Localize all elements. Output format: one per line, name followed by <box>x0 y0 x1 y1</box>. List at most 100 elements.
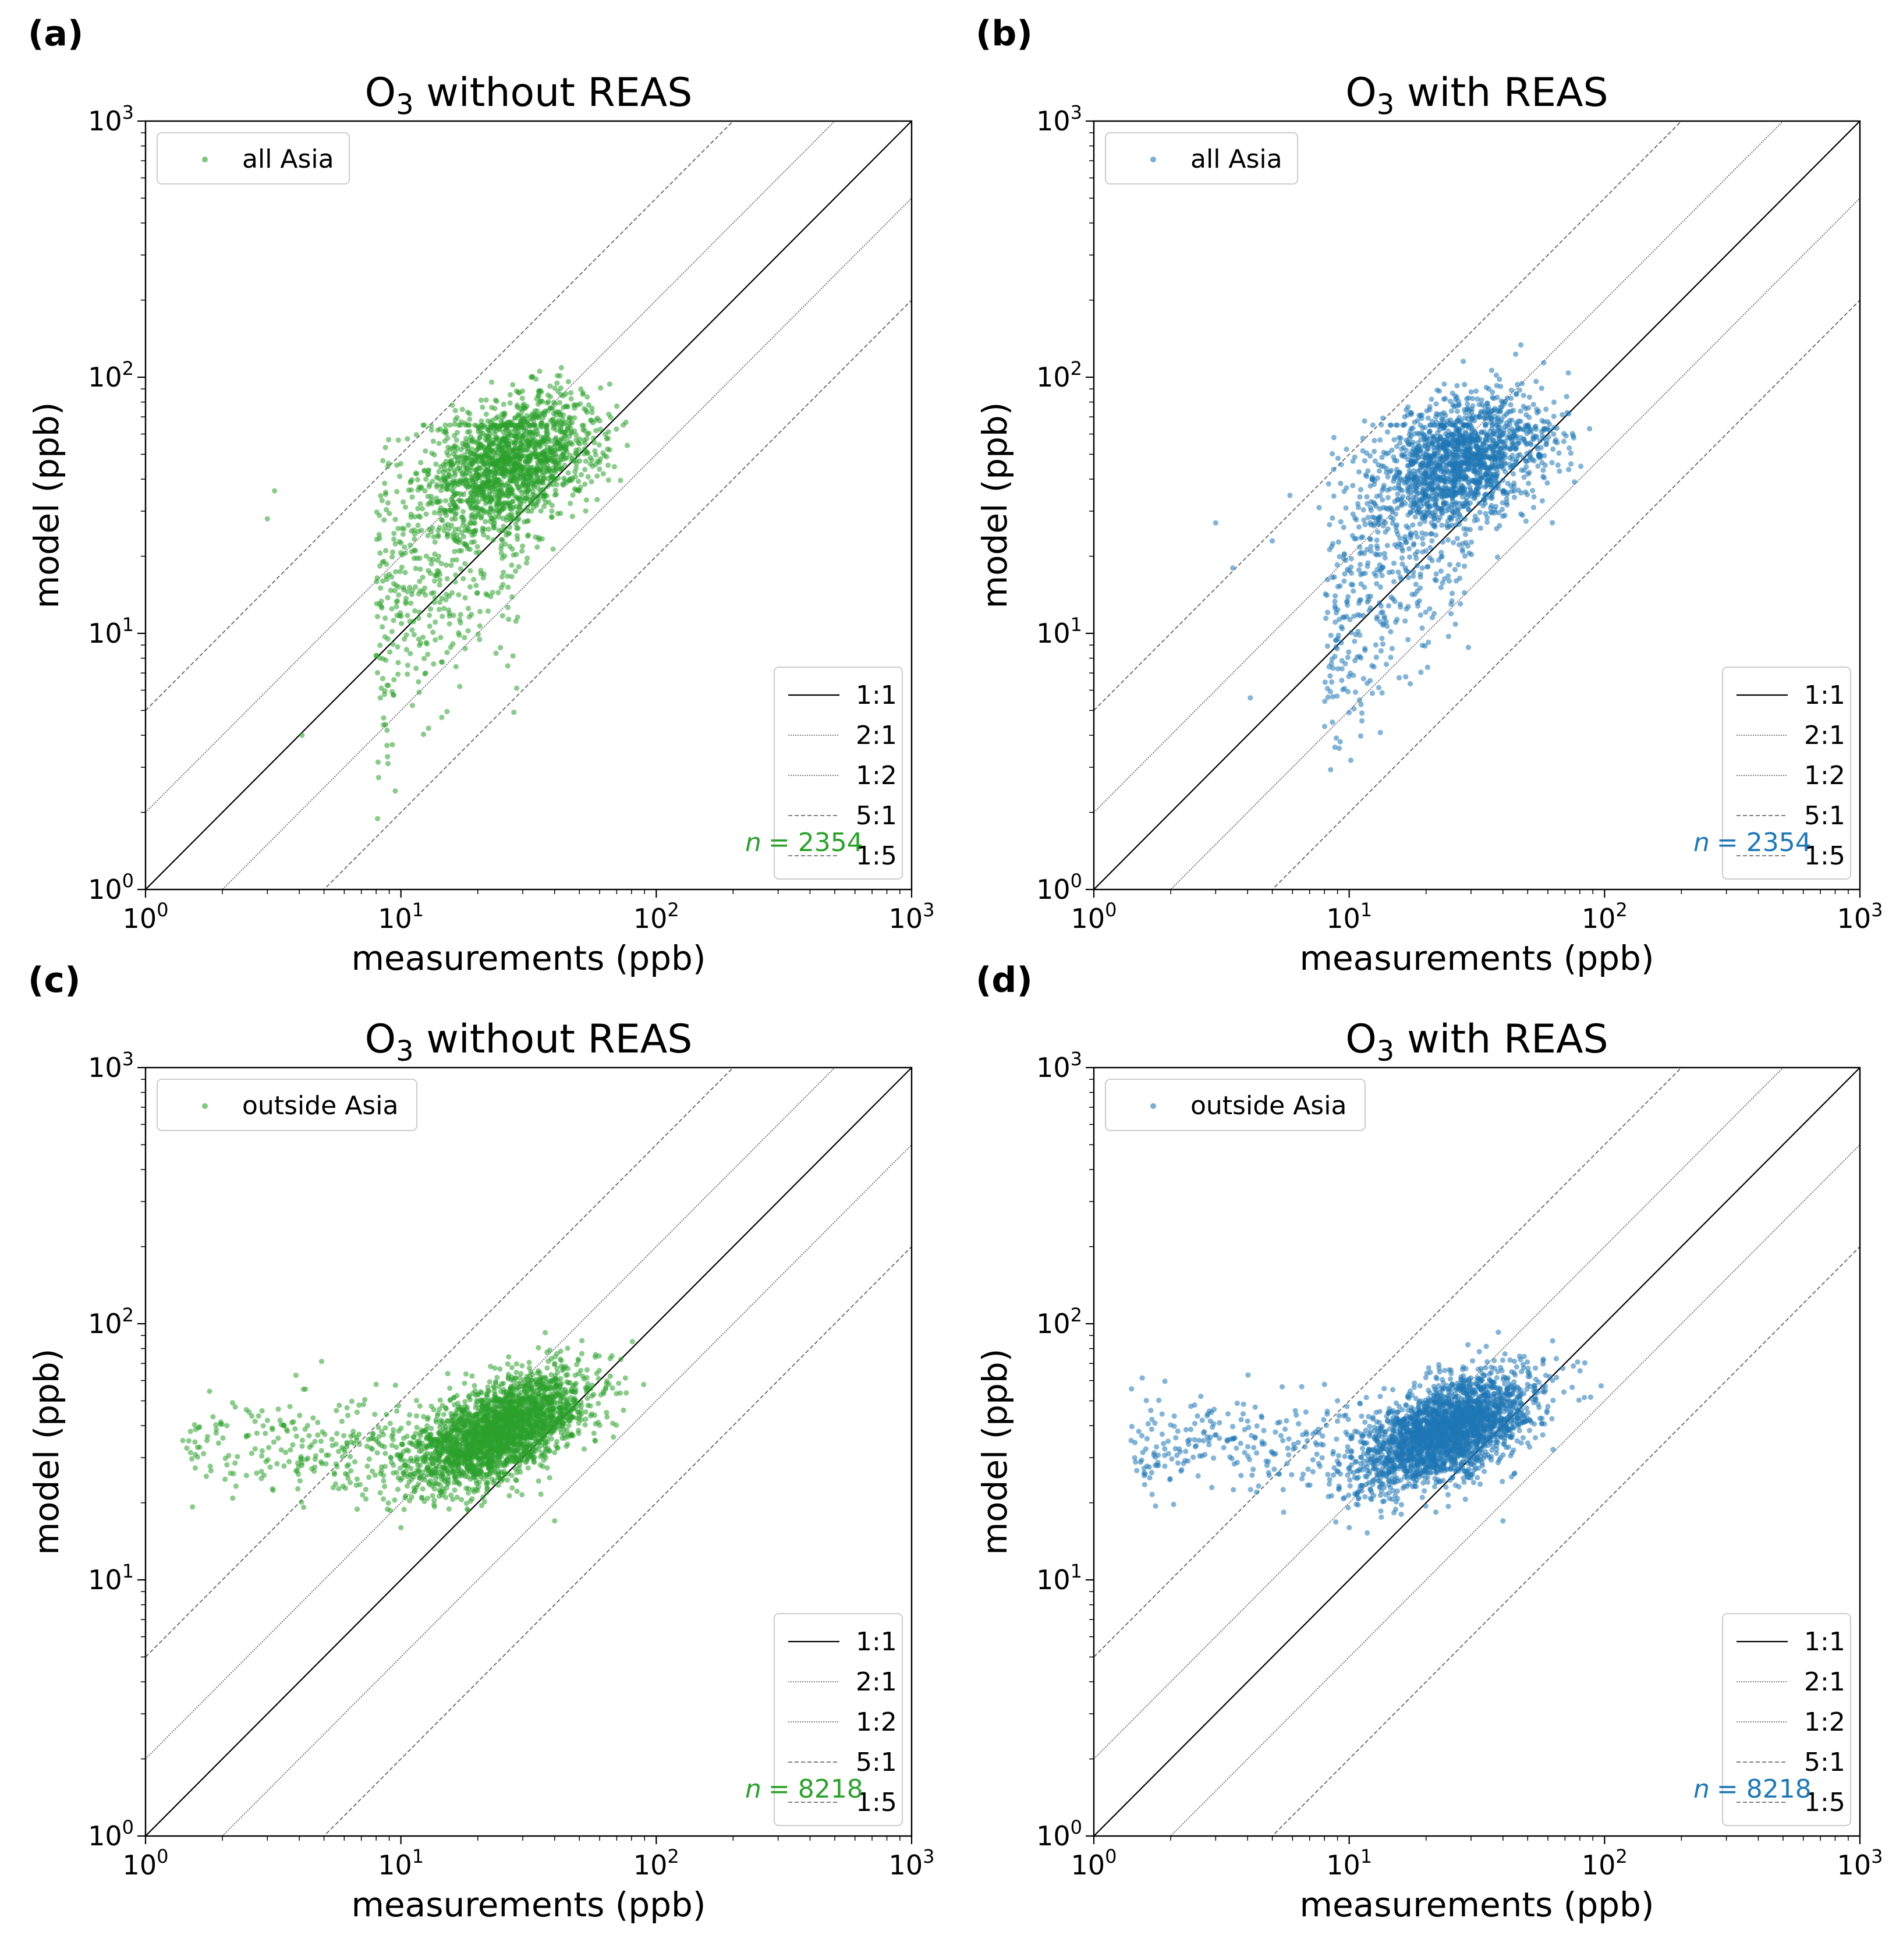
data-point <box>1477 509 1483 515</box>
data-point <box>394 599 399 605</box>
data-point <box>1395 491 1401 497</box>
data-point <box>469 476 475 482</box>
data-point <box>1422 519 1427 524</box>
data-point <box>1365 468 1371 474</box>
data-point <box>414 471 420 477</box>
data-point <box>572 402 578 408</box>
data-point <box>1422 424 1428 430</box>
data-point <box>519 508 526 513</box>
data-point <box>517 487 523 493</box>
data-point <box>1545 419 1551 424</box>
data-point <box>1487 481 1493 487</box>
data-point <box>1433 501 1438 508</box>
y-tick-label: 101 <box>88 614 134 649</box>
data-point <box>377 512 382 519</box>
data-point <box>477 623 483 629</box>
data-point <box>1452 505 1458 511</box>
data-point <box>1413 530 1419 536</box>
data-point <box>1372 448 1377 455</box>
data-point <box>1377 584 1383 590</box>
data-point <box>1399 548 1405 554</box>
data-point <box>1551 399 1557 405</box>
data-point <box>1441 396 1447 402</box>
data-point <box>578 386 584 392</box>
data-point <box>1428 513 1434 519</box>
data-point <box>520 422 526 428</box>
data-point <box>401 499 406 505</box>
data-point <box>1345 689 1351 694</box>
data-point <box>1374 494 1380 499</box>
data-point <box>1452 621 1458 627</box>
data-point <box>1449 455 1455 461</box>
data-point <box>507 400 513 406</box>
data-point <box>467 547 473 552</box>
data-point <box>508 517 514 523</box>
data-point <box>1405 512 1411 518</box>
data-point <box>479 459 485 465</box>
data-point <box>520 543 526 549</box>
data-point <box>1498 398 1504 404</box>
data-point <box>1431 422 1437 428</box>
data-point <box>1441 381 1447 387</box>
data-point <box>272 488 278 494</box>
data-point <box>1399 446 1405 452</box>
legend-ref-label: 5:1 <box>856 801 897 831</box>
data-point <box>505 449 511 455</box>
data-point <box>474 590 480 596</box>
data-point <box>423 476 429 482</box>
data-point <box>445 483 451 488</box>
data-point <box>378 685 384 691</box>
data-point <box>483 412 489 417</box>
data-point <box>1492 406 1498 412</box>
data-point <box>385 1500 391 1506</box>
data-point <box>1515 426 1521 432</box>
data-point <box>420 635 426 640</box>
data-point <box>435 554 442 559</box>
data-point <box>1381 463 1387 469</box>
data-point <box>551 423 557 429</box>
data-point <box>460 514 466 520</box>
series-legend: all Asia <box>157 132 350 185</box>
x-tick-label: 101 <box>1326 899 1372 934</box>
data-point <box>1459 494 1465 500</box>
data-point <box>1328 632 1334 639</box>
data-point <box>432 539 438 545</box>
data-point <box>1425 563 1431 569</box>
data-point <box>1457 455 1463 460</box>
data-point <box>1333 619 1338 625</box>
data-point <box>1338 640 1344 646</box>
data-point <box>391 618 396 623</box>
data-point <box>1420 541 1426 547</box>
data-point <box>544 423 550 428</box>
data-point <box>495 444 501 449</box>
data-point <box>395 660 401 665</box>
data-point <box>1476 402 1482 407</box>
data-point <box>1540 467 1546 473</box>
data-point <box>486 458 492 465</box>
data-point <box>545 392 551 398</box>
data-point <box>499 436 505 442</box>
reference-lines <box>1094 121 1860 889</box>
plot-frame <box>144 120 913 891</box>
data-point <box>514 526 520 531</box>
data-point <box>1461 526 1467 531</box>
data-point <box>1415 603 1421 609</box>
data-point <box>516 390 522 396</box>
data-point <box>499 613 505 619</box>
data-point <box>470 529 476 535</box>
data-point <box>550 546 556 552</box>
data-point <box>480 486 486 492</box>
data-point <box>398 460 404 467</box>
data-point <box>1397 476 1403 481</box>
data-point <box>1352 536 1358 542</box>
data-point <box>392 788 398 794</box>
data-point <box>377 563 383 569</box>
data-point <box>1510 471 1516 477</box>
data-point <box>1465 502 1471 508</box>
data-point <box>1529 456 1535 462</box>
data-point <box>589 405 595 412</box>
legend-ref-label: 1:1 <box>1804 680 1845 710</box>
data-point <box>1518 490 1524 496</box>
data-point <box>1427 545 1433 551</box>
data-point <box>1377 729 1383 735</box>
